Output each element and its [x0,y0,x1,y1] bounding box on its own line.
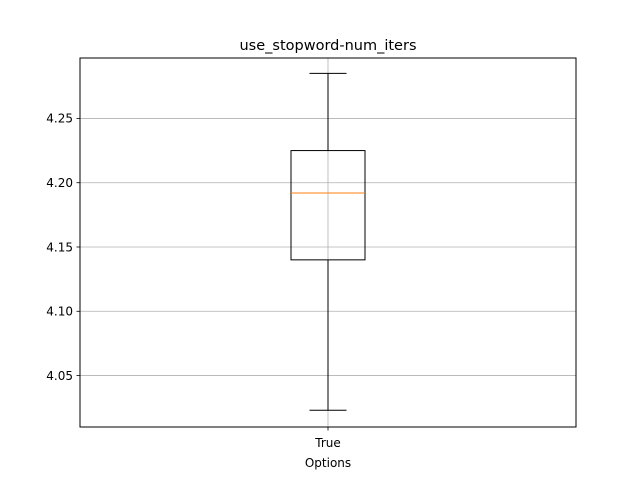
x-axis-ticks: True [314,427,341,450]
x-tick-label: True [314,436,341,450]
y-tick-label: 4.05 [46,369,73,383]
y-tick-label: 4.15 [46,240,73,254]
x-axis-label: Options [305,456,351,470]
chart-title: use_stopword-num_iters [239,38,416,54]
boxes [290,72,366,411]
box-group [290,72,366,411]
y-tick-label: 4.25 [46,112,73,126]
y-axis-ticks: 4.05 4.10 4.15 4.20 4.25 [46,112,80,383]
plot-frame [79,57,577,428]
y-tick-label: 4.10 [46,305,73,319]
y-tick-label: 4.20 [46,176,73,190]
iqr-box [290,150,366,261]
